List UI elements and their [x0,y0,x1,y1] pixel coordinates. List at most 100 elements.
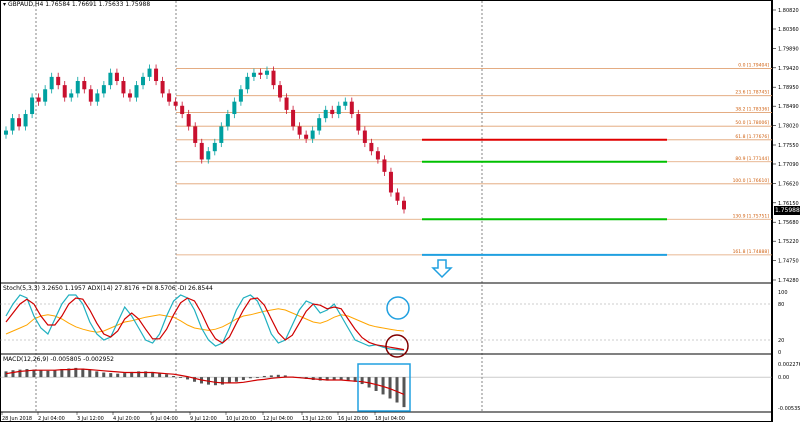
candle-body [43,89,48,102]
macd-signal-line [5,368,405,395]
candle-body [343,101,348,106]
macd-histogram-bar [213,377,217,386]
candlestick-series [4,64,406,214]
candle-body [88,89,93,102]
time-tick-label: 28 Jun 2018 [2,416,32,422]
candle-body [251,72,256,77]
stochastic-pane: 100 80 20 0 [0,290,788,356]
candle-body [362,130,367,143]
time-tick-label: 2 Jul 04:00 [38,416,65,422]
candle-body [10,118,15,131]
candle-body [199,142,204,160]
macd-histogram-bar [241,377,245,381]
fib-level-label: 38.2 [1.78336] [735,107,769,113]
circle-annotation-stoch[interactable] [385,334,409,358]
candle-body [225,114,230,127]
level-lines[interactable] [422,138,667,256]
macd-histogram-bar [262,375,266,378]
price-tick-label: 1.77550 [778,143,799,149]
chevron-down-icon[interactable]: ▾ [3,1,7,8]
price-tick-label: 1.78020 [778,124,799,130]
symbol-ohlc-text: GBPAUD,H4 1.76584 1.76691 1.75633 1.7598… [7,1,151,8]
fib-level-label: 80.9 [1.77144] [735,156,769,162]
candle-body [271,70,276,86]
macd-histogram-bar [18,369,22,378]
candle-body [101,85,106,94]
price-tick-label: 1.76150 [778,201,799,207]
candle-body [36,97,41,102]
time-tick-label: 9 Jul 12:00 [190,416,217,422]
candle-body [114,72,119,82]
candle-body [317,118,322,131]
macd-histogram-bar [67,368,71,378]
time-tick-label: 10 Jul 20:00 [226,416,256,422]
chart-frame [0,0,772,422]
candle-body [323,109,328,119]
candle-body [173,101,178,106]
price-tick-label: 1.74280 [778,278,799,284]
macd-histogram-bar [151,371,155,378]
price-tick-label: 1.75680 [778,220,799,226]
time-tick-label: 16 Jul 20:00 [338,416,368,422]
candle-body [232,101,237,115]
adx-line [5,308,405,335]
candle-body [264,70,269,75]
candle-body [160,81,165,94]
down-arrow-icon[interactable] [431,259,453,279]
candle-body [147,68,152,77]
stoch-tick-label: 80 [778,302,784,308]
candle-body [219,126,224,143]
price-tick-label: 1.78490 [778,104,799,110]
macd-histogram-bar [88,369,92,378]
macd-histogram-bar [11,370,15,378]
candle-body [82,81,87,90]
box-annotation-macd[interactable] [357,363,411,412]
macd-tick-label: -0.005352 [778,406,800,412]
candle-body [127,93,132,98]
macd-histogram-bar [60,369,64,378]
macd-histogram-bar [395,377,399,403]
candle-body [356,114,361,131]
price-axis: 1.80820 1.80360 1.79890 1.79420 1.78950 1.784… [772,0,799,422]
circle-annotation-adx[interactable] [386,296,410,320]
price-tick-label: 1.75220 [778,239,799,245]
macd-histogram-bar [109,373,113,378]
fibonacci-retracement[interactable]: 0.0 [1.79404] 23.6 [1.78745] 38.2 [1.78336… [176,62,772,256]
macd-histogram-bar [353,377,357,382]
stoch-tick-label: 20 [778,338,784,344]
stoch-tick-label: 0 [778,350,781,356]
macd-histogram-bar [276,374,280,378]
macd-histogram-bar [158,373,162,378]
macd-histogram-bar [137,371,141,378]
macd-histogram-bar [116,373,120,378]
candle-body [375,151,380,160]
macd-pane: 0.002276 0.00 -0.005352 [0,362,800,412]
fib-level-label: 0.0 [1.79404] [738,62,769,68]
time-tick-label: 6 Jul 04:00 [151,416,178,422]
candle-body [121,81,126,94]
candle-body [4,130,8,135]
macd-histogram-bar [360,377,364,385]
candle-body [291,109,296,127]
macd-histogram-bar [46,370,50,378]
fib-level-label: 61.8 [1.77676] [735,134,769,140]
macd-histogram-bar [74,367,78,378]
macd-histogram-bar [220,377,224,385]
macd-histogram-bar [95,371,99,378]
candle-body [336,105,341,115]
macd-histogram-bar [227,377,231,384]
candle-body [206,151,211,160]
candle-body [134,85,139,98]
macd-histogram-bar [32,369,36,378]
candle-body [186,114,191,127]
macd-histogram-bar [53,370,57,378]
macd-histogram-bar [179,377,183,378]
macd-histogram-bar [255,377,259,378]
price-tick-label: 1.78950 [778,85,799,91]
candle-body [193,126,198,143]
candle-body [284,97,289,110]
macd-histogram-bar [186,377,190,380]
macd-histogram-bar [25,369,29,378]
